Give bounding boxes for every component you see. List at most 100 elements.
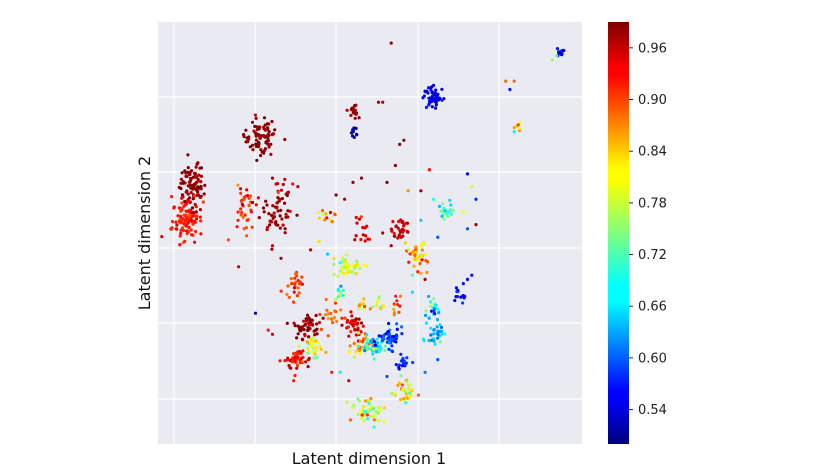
scatter-point (262, 151, 266, 155)
scatter-point (315, 327, 319, 331)
scatter-point (195, 188, 199, 192)
scatter-point (187, 225, 191, 230)
scatter-point (250, 225, 254, 229)
scatter-point (342, 263, 346, 267)
scatter-point (387, 347, 391, 351)
scatter-point (180, 201, 184, 205)
scatter-point (179, 186, 183, 191)
scatter-point (363, 410, 368, 415)
scatter-point (274, 220, 278, 224)
scatter-point (271, 204, 275, 208)
scatter-point (198, 215, 202, 219)
scatter-point (401, 387, 405, 391)
scatter-point (292, 321, 296, 325)
scatter-point (401, 220, 405, 224)
scatter-point (308, 318, 312, 322)
scatter-point (435, 318, 440, 322)
scatter-point (433, 304, 437, 308)
scatter-point (287, 364, 291, 368)
scatter-point (259, 148, 263, 152)
scatter-point (419, 189, 423, 193)
scatter-point (257, 127, 261, 131)
scatter-point (279, 256, 283, 260)
scatter-point (377, 418, 381, 423)
scatter-point (358, 348, 362, 353)
scatter-point (422, 242, 426, 246)
scatter-point (423, 370, 427, 374)
scatter-point (429, 326, 433, 330)
scatter-point (367, 402, 371, 406)
scatter-point (461, 282, 465, 286)
scatter-point (363, 226, 367, 230)
scatter-point (271, 132, 276, 136)
scatter-point (415, 257, 419, 261)
scatter-point (349, 320, 354, 324)
scatter-point (186, 220, 190, 224)
scatter-point (419, 244, 423, 248)
scatter-point (179, 177, 183, 181)
scatter-point (281, 182, 285, 187)
scatter-point (378, 344, 382, 348)
scatter-point (404, 392, 408, 396)
scatter-point (418, 261, 422, 266)
scatter-point (309, 248, 313, 252)
scatter-point (360, 301, 364, 305)
scatter-point (386, 330, 390, 334)
scatter-point (512, 125, 516, 130)
scatter-point (297, 291, 301, 295)
scatter-point (377, 405, 381, 409)
scatter-point (300, 325, 304, 329)
scatter-point (454, 286, 458, 290)
scatter-point (306, 365, 310, 369)
scatter-point (280, 197, 284, 201)
scatter-point (295, 355, 299, 359)
scatter-point (317, 216, 321, 220)
scatter-point (265, 203, 269, 207)
scatter-point (516, 123, 520, 127)
scatter-point (243, 213, 247, 217)
scatter-point (392, 302, 396, 306)
scatter-point (407, 387, 411, 391)
scatter-point (279, 208, 283, 212)
scatter-point (413, 253, 417, 257)
scatter-point (413, 245, 417, 249)
scatter-point (387, 341, 391, 345)
scatter-point (293, 282, 297, 286)
scatter-point (332, 262, 336, 266)
scatter-point (397, 310, 401, 314)
scatter-point (398, 294, 403, 298)
scatter-point (285, 191, 290, 195)
scatter-point (246, 140, 250, 144)
scatter-point (508, 87, 512, 92)
scatter-point (184, 209, 188, 213)
scatter-point (358, 339, 362, 343)
scatter-point (285, 193, 289, 197)
scatter-point (437, 204, 442, 208)
scatter-point (321, 212, 326, 216)
scatter-point (345, 400, 349, 404)
scatter-point (442, 217, 446, 221)
scatter-point (192, 182, 197, 186)
scatter-point (349, 330, 353, 334)
scatter-point (347, 334, 351, 338)
scatter-point (246, 194, 250, 198)
scatter-point (292, 300, 296, 304)
scatter-point (316, 341, 320, 345)
scatter-point (382, 337, 386, 341)
scatter-point (399, 397, 403, 402)
scatter-point (451, 208, 455, 212)
scatter-point (441, 209, 445, 213)
scatter-point (261, 206, 266, 210)
scatter-point (191, 214, 195, 218)
scatter-point (448, 198, 452, 202)
scatter-point (332, 272, 336, 276)
scatter-point (314, 349, 318, 353)
scatter-point (410, 389, 414, 393)
scatter-point (374, 409, 378, 414)
scatter-point (295, 336, 299, 340)
y-axis-label: Latent dimension 2 (135, 156, 154, 310)
scatter-point (350, 106, 354, 110)
scatter-point (382, 420, 386, 424)
scatter-point (408, 383, 412, 387)
scatter-point (361, 233, 365, 237)
